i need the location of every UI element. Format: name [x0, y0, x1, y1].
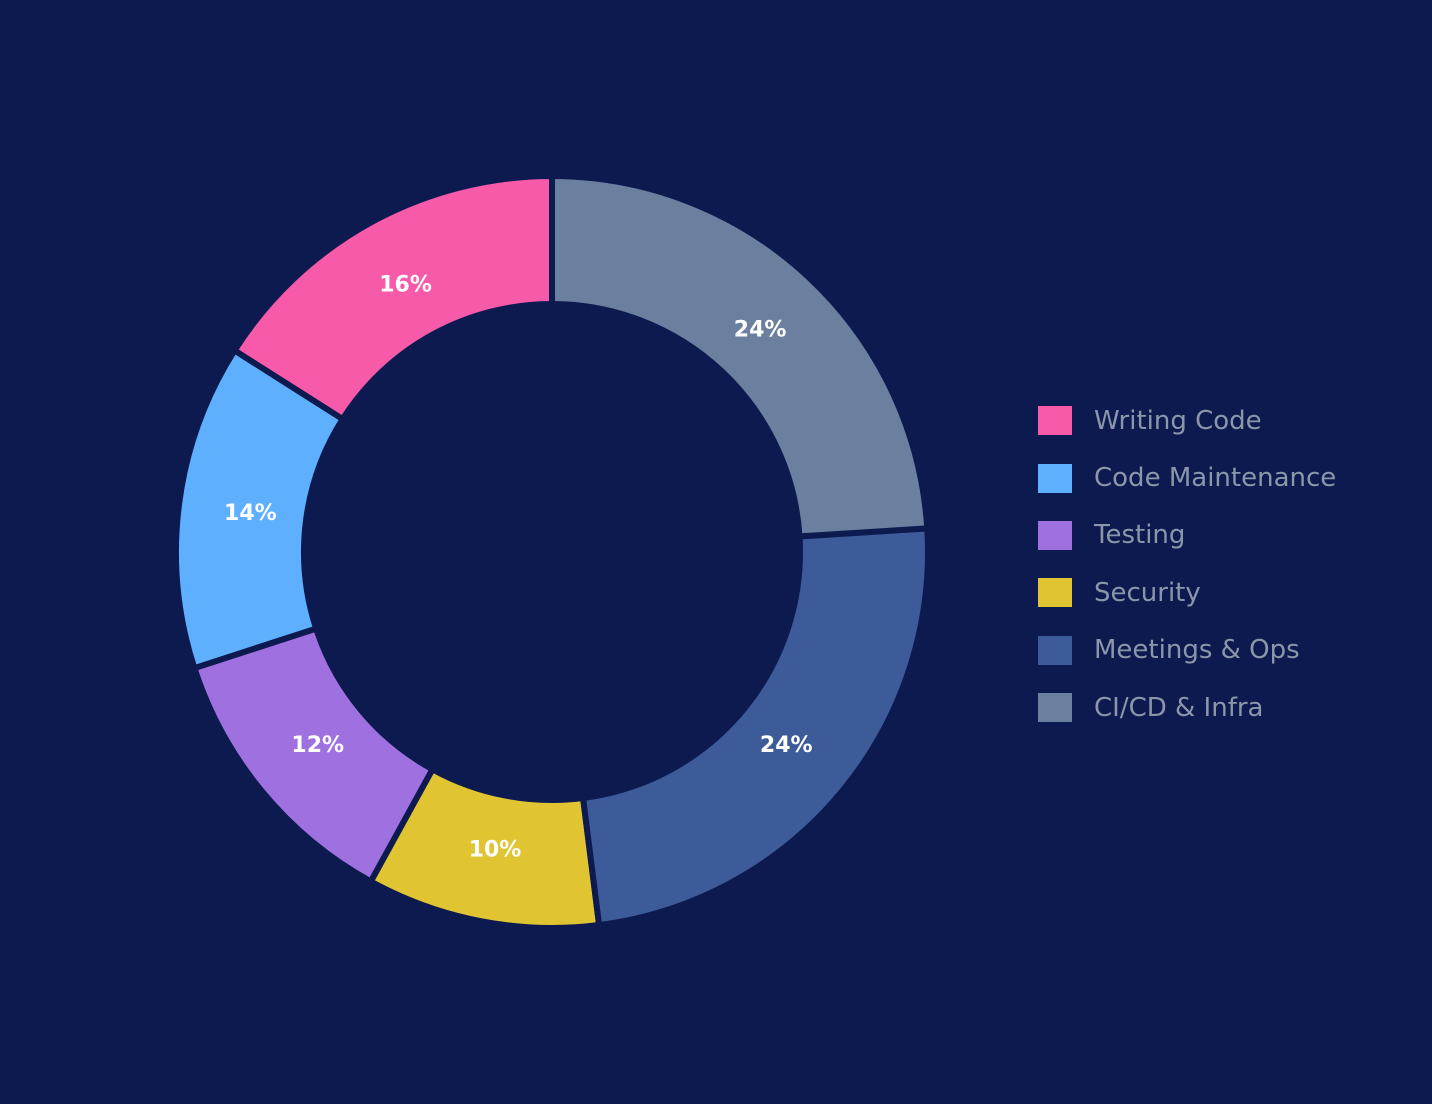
legend-swatch — [1038, 463, 1072, 493]
legend-swatch — [1038, 406, 1072, 436]
legend-item: Code Maintenance — [1038, 449, 1336, 506]
legend-swatch — [1038, 635, 1072, 665]
wedge-label: 24% — [734, 317, 787, 342]
legend-swatch — [1038, 578, 1072, 608]
wedge-label: 14% — [224, 501, 277, 526]
legend-item: CI/CD & Infra — [1038, 679, 1336, 736]
legend-label: Code Maintenance — [1094, 463, 1337, 494]
legend-label: Meetings & Ops — [1094, 635, 1300, 666]
wedge-label: 12% — [291, 733, 344, 758]
wedge-writing-code — [230, 172, 555, 424]
wedge-label: 10% — [469, 838, 522, 863]
legend: Writing Code Code Maintenance Testing Secur… — [1038, 392, 1336, 736]
legend-swatch — [1038, 520, 1072, 550]
legend-label: Testing — [1094, 520, 1186, 551]
wedge-label: 24% — [760, 733, 813, 758]
wedge-ci-cd-infra — [549, 172, 931, 540]
legend-item: Meetings & Ops — [1038, 622, 1336, 679]
wedge-label: 16% — [379, 273, 432, 298]
legend-item: Testing — [1038, 507, 1336, 564]
legend-item: Security — [1038, 564, 1336, 621]
legend-item: Writing Code — [1038, 392, 1336, 449]
legend-label: CI/CD & Infra — [1094, 692, 1264, 723]
legend-label: Security — [1094, 577, 1201, 608]
legend-label: Writing Code — [1094, 405, 1262, 436]
wedge-meetings-ops — [579, 525, 931, 929]
legend-swatch — [1038, 693, 1072, 723]
